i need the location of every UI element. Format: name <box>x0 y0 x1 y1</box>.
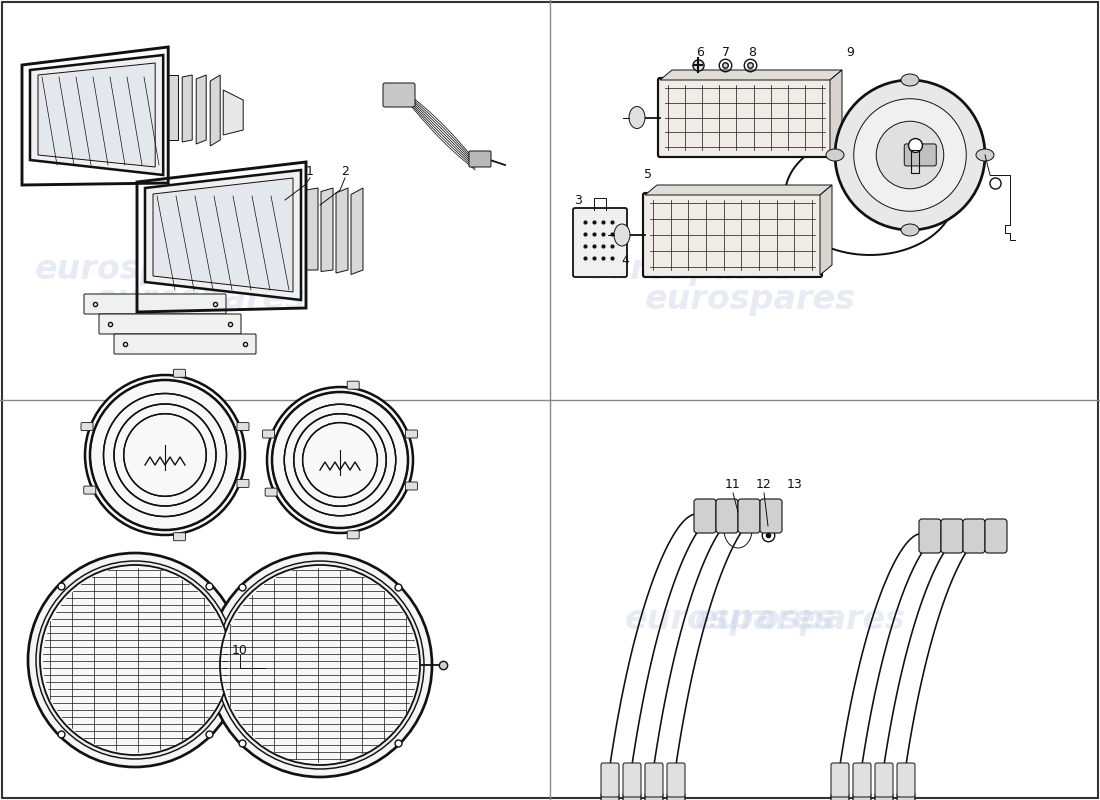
FancyBboxPatch shape <box>667 763 685 797</box>
FancyBboxPatch shape <box>896 763 915 797</box>
Polygon shape <box>39 63 155 167</box>
Text: 12: 12 <box>756 478 772 491</box>
Ellipse shape <box>896 778 915 800</box>
Polygon shape <box>645 185 832 195</box>
Text: 7: 7 <box>722 46 730 58</box>
Ellipse shape <box>976 149 994 161</box>
FancyBboxPatch shape <box>383 83 415 107</box>
Ellipse shape <box>835 80 984 230</box>
Polygon shape <box>660 70 842 80</box>
Text: 10: 10 <box>232 643 248 657</box>
Polygon shape <box>168 75 178 140</box>
Text: eurospares: eurospares <box>34 603 245 637</box>
FancyBboxPatch shape <box>658 78 832 157</box>
Polygon shape <box>30 55 163 175</box>
FancyBboxPatch shape <box>874 763 893 797</box>
FancyBboxPatch shape <box>940 519 962 553</box>
Text: eurospares: eurospares <box>114 603 326 637</box>
FancyBboxPatch shape <box>263 430 275 438</box>
Ellipse shape <box>601 778 619 800</box>
Ellipse shape <box>216 561 424 769</box>
FancyBboxPatch shape <box>84 294 226 314</box>
FancyBboxPatch shape <box>918 519 940 553</box>
FancyBboxPatch shape <box>174 370 186 378</box>
Ellipse shape <box>267 387 412 533</box>
FancyBboxPatch shape <box>738 499 760 533</box>
FancyBboxPatch shape <box>265 488 277 496</box>
Text: eurospares: eurospares <box>95 283 306 317</box>
Polygon shape <box>830 70 842 155</box>
FancyBboxPatch shape <box>236 479 249 487</box>
Polygon shape <box>145 170 301 300</box>
FancyBboxPatch shape <box>469 151 491 167</box>
Ellipse shape <box>629 106 645 129</box>
Ellipse shape <box>877 122 944 189</box>
Text: eurospares: eurospares <box>625 603 836 637</box>
Polygon shape <box>336 188 348 273</box>
Ellipse shape <box>36 561 234 759</box>
Text: 2: 2 <box>341 165 349 178</box>
Ellipse shape <box>645 778 663 800</box>
Ellipse shape <box>208 553 432 777</box>
Ellipse shape <box>852 778 871 800</box>
Text: eurospares: eurospares <box>645 283 856 317</box>
Text: 11: 11 <box>725 478 741 491</box>
Ellipse shape <box>854 98 966 211</box>
FancyBboxPatch shape <box>716 499 738 533</box>
Text: eurospares: eurospares <box>584 254 795 286</box>
Text: 5: 5 <box>644 169 652 182</box>
FancyBboxPatch shape <box>904 144 936 166</box>
Polygon shape <box>351 188 363 274</box>
FancyBboxPatch shape <box>984 519 1006 553</box>
Ellipse shape <box>901 74 918 86</box>
Polygon shape <box>820 185 832 275</box>
FancyBboxPatch shape <box>573 208 627 277</box>
Ellipse shape <box>623 778 641 800</box>
Text: 3: 3 <box>574 194 582 206</box>
FancyBboxPatch shape <box>348 531 360 539</box>
Text: 13: 13 <box>788 478 803 491</box>
Polygon shape <box>306 188 318 270</box>
FancyBboxPatch shape <box>760 499 782 533</box>
Ellipse shape <box>874 778 893 800</box>
FancyBboxPatch shape <box>348 381 360 389</box>
FancyBboxPatch shape <box>84 486 96 494</box>
Text: 8: 8 <box>748 46 756 58</box>
FancyBboxPatch shape <box>174 533 186 541</box>
Ellipse shape <box>220 565 420 765</box>
FancyBboxPatch shape <box>962 519 984 553</box>
Text: 6: 6 <box>696 46 704 58</box>
Polygon shape <box>196 75 206 144</box>
FancyBboxPatch shape <box>81 422 94 430</box>
FancyBboxPatch shape <box>645 763 663 797</box>
FancyBboxPatch shape <box>114 334 256 354</box>
FancyBboxPatch shape <box>99 314 241 334</box>
Ellipse shape <box>901 224 918 236</box>
FancyBboxPatch shape <box>644 193 822 277</box>
FancyBboxPatch shape <box>852 763 871 797</box>
Polygon shape <box>210 75 220 146</box>
Text: 9: 9 <box>846 46 854 58</box>
Text: 1: 1 <box>306 165 313 178</box>
Text: 4: 4 <box>621 254 629 266</box>
Ellipse shape <box>830 778 849 800</box>
FancyBboxPatch shape <box>406 482 417 490</box>
Polygon shape <box>183 75 192 142</box>
Ellipse shape <box>614 224 630 246</box>
Ellipse shape <box>826 149 844 161</box>
FancyBboxPatch shape <box>623 763 641 797</box>
Text: eurospares: eurospares <box>694 603 905 637</box>
FancyBboxPatch shape <box>406 430 417 438</box>
FancyBboxPatch shape <box>694 499 716 533</box>
Ellipse shape <box>667 778 685 800</box>
FancyBboxPatch shape <box>601 763 619 797</box>
Ellipse shape <box>28 553 242 767</box>
FancyBboxPatch shape <box>830 763 849 797</box>
Polygon shape <box>321 188 333 271</box>
FancyBboxPatch shape <box>236 422 249 430</box>
Ellipse shape <box>85 375 245 535</box>
Ellipse shape <box>40 565 230 755</box>
Polygon shape <box>153 178 293 292</box>
Text: eurospares: eurospares <box>34 254 245 286</box>
